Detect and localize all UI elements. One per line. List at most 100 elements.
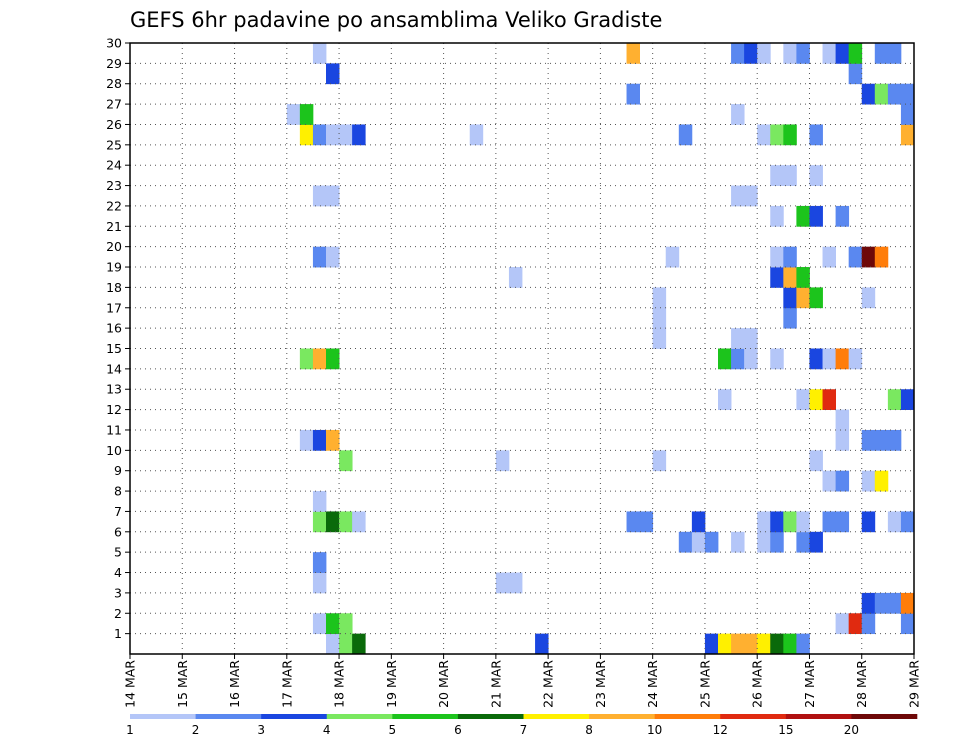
cell-m1-t47 [744, 633, 758, 655]
colorbar-swatch [326, 714, 393, 719]
cell-m6-t43 [691, 531, 706, 553]
cell-m1-t45 [718, 633, 732, 655]
cell-m15-t54 [835, 348, 850, 370]
colorbar-label: 12 [713, 723, 728, 737]
cell-m13-t51 [796, 389, 810, 410]
cell-m30-t58 [887, 43, 902, 64]
x-tick-label: 26 MAR [750, 660, 765, 708]
cell-m11-t57 [874, 429, 889, 451]
cell-m2-t55 [848, 613, 863, 635]
cell-m11-t13 [299, 429, 314, 451]
cell-m7-t39 [639, 511, 654, 533]
cell-m28-t56 [861, 83, 876, 105]
x-tick-label: 28 MAR [854, 660, 869, 708]
chart-title: GEFS 6hr padavine po ansamblima Veliko G… [130, 8, 662, 32]
x-tick-label: 29 MAR [907, 660, 922, 708]
cell-m13-t53 [822, 389, 836, 410]
cell-m26-t15 [326, 124, 340, 146]
cell-m1-t44 [704, 633, 719, 655]
colorbar-label: 8 [585, 723, 593, 737]
cell-m11-t58 [887, 429, 902, 451]
cell-m7-t14 [312, 511, 327, 533]
cell-m16-t46 [731, 328, 745, 349]
cell-m4-t28 [495, 572, 510, 594]
cell-m15-t13 [299, 348, 314, 370]
y-axis: 1234567891011121314151617181920212223242… [106, 36, 130, 641]
cell-m1-t16 [339, 633, 353, 655]
cell-m30-t14 [312, 43, 327, 64]
colorbar-label: 7 [520, 723, 528, 737]
y-tick-label: 12 [106, 402, 122, 417]
y-tick-label: 5 [114, 545, 122, 560]
x-tick-label: 24 MAR [645, 660, 660, 708]
cell-m20-t50 [783, 246, 797, 268]
cell-m28-t58 [887, 83, 902, 105]
cell-m19-t29 [508, 267, 523, 288]
x-tick-label: 23 MAR [593, 660, 608, 708]
x-tick-label: 18 MAR [332, 660, 347, 708]
cell-m7-t38 [626, 511, 640, 533]
cell-m22-t51 [796, 205, 810, 227]
colorbar-label: 2 [192, 723, 200, 737]
y-tick-label: 28 [106, 76, 122, 91]
cell-m28-t38 [626, 83, 640, 105]
cell-m19-t50 [783, 267, 797, 288]
x-tick-label: 16 MAR [227, 660, 242, 708]
cell-m15-t55 [848, 348, 863, 370]
cell-m1-t51 [796, 633, 810, 655]
gridlines [130, 42, 914, 654]
y-tick-label: 4 [114, 565, 122, 580]
cell-m15-t52 [809, 348, 823, 370]
cell-m27-t59 [900, 104, 915, 125]
cell-m6-t52 [809, 531, 823, 553]
cell-m19-t51 [796, 267, 810, 288]
y-tick-label: 7 [114, 504, 122, 519]
y-tick-label: 11 [106, 422, 122, 437]
cell-m11-t14 [312, 429, 327, 451]
cell-m26-t52 [809, 124, 823, 146]
y-tick-label: 24 [106, 158, 122, 173]
colorbar-label: 10 [647, 723, 662, 737]
cell-m15-t49 [770, 348, 784, 370]
cell-m26-t49 [770, 124, 784, 146]
colorbar-label: 3 [257, 723, 265, 737]
cell-m9-t56 [861, 470, 876, 492]
colorbar-label: 15 [778, 723, 793, 737]
colorbar-label: 4 [323, 723, 331, 737]
colorbar-label: 5 [389, 723, 397, 737]
cell-m23-t14 [312, 185, 327, 207]
cell-m26-t59 [900, 124, 915, 146]
cell-m7-t49 [770, 511, 784, 533]
cell-m20-t55 [848, 246, 863, 268]
cell-m7-t17 [352, 511, 366, 533]
cell-m1-t17 [352, 633, 366, 655]
y-tick-label: 27 [106, 97, 122, 112]
cell-m7-t15 [326, 511, 340, 533]
cell-m17-t40 [652, 307, 667, 329]
cell-m27-t13 [299, 104, 314, 125]
cell-m10-t16 [339, 450, 353, 472]
cell-m7-t48 [757, 511, 771, 533]
colorbar-swatch [785, 714, 852, 719]
cell-m26-t26 [469, 124, 484, 146]
cell-m1-t48 [757, 633, 771, 655]
cell-m16-t47 [744, 328, 758, 349]
cell-m9-t53 [822, 470, 836, 492]
cell-m3-t58 [887, 592, 902, 614]
y-tick-label: 15 [106, 341, 122, 356]
cell-m4-t29 [508, 572, 523, 594]
colorbar-swatch [851, 714, 918, 719]
plot-frame [129, 42, 915, 655]
y-tick-label: 2 [114, 606, 122, 621]
cell-m3-t56 [861, 592, 876, 614]
cell-m30-t46 [731, 43, 745, 64]
data-cells [286, 43, 915, 655]
y-tick-label: 10 [106, 443, 122, 458]
cell-m2-t14 [312, 613, 327, 635]
cell-m28-t57 [874, 83, 889, 105]
cell-m29-t55 [848, 63, 863, 85]
cell-m26-t42 [678, 124, 693, 146]
cell-m26-t16 [339, 124, 353, 146]
y-tick-label: 3 [114, 585, 122, 600]
